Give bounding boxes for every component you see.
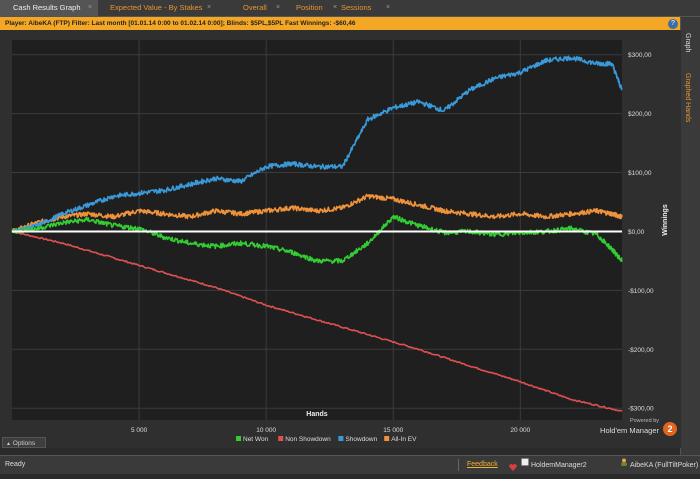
legend-label: Non Showdown <box>285 436 331 443</box>
y-tick-label: $300,00 <box>628 52 652 59</box>
options-button[interactable]: ▲ Options <box>2 437 46 448</box>
legend: Net Won Non Showdown Showdown All-In EV <box>236 436 417 443</box>
tab-label: Sessions <box>341 3 372 12</box>
legend-swatch <box>338 436 344 441</box>
legend-label: All-In EV <box>391 436 417 443</box>
x-tick-labels: 5 000 10 000 15 000 20 000 <box>131 427 531 434</box>
legend-label: Showdown <box>345 436 377 443</box>
status-bar: Ready Feedback HoldemManager2 AibeKA (Fu… <box>0 455 700 474</box>
x-tick-label: 10 000 <box>256 427 276 434</box>
legend-swatch <box>384 436 390 441</box>
product-name: Hold'em Manager <box>600 426 659 435</box>
player-name: AibeKA (FullTiltPoker) <box>630 461 699 469</box>
series-line <box>11 230 623 412</box>
heart-icon <box>509 461 517 471</box>
results-chart: $300,00 $200,00 $100,00 $0,00 -$100,00 -$200,… <box>0 30 681 448</box>
y-tick-label: -$300,00 <box>628 406 654 413</box>
legend-label: Net Won <box>243 436 269 443</box>
tab-close-icon[interactable]: × <box>333 4 338 11</box>
app-name: HoldemManager2 <box>531 461 587 469</box>
status-divider <box>458 459 459 471</box>
side-tab-graphed-hands[interactable]: Graphed Hands <box>684 73 691 123</box>
tab-close-icon[interactable]: × <box>207 4 212 11</box>
tab-sessions[interactable]: Sessions × <box>340 0 400 16</box>
tab-close-icon[interactable]: × <box>88 4 93 11</box>
legend-swatch <box>236 436 241 441</box>
hm2-app-icon <box>521 456 529 474</box>
tab-close-icon[interactable]: × <box>386 4 391 11</box>
y-tick-label: $200,00 <box>628 111 652 118</box>
y-tick-labels: $300,00 $200,00 $100,00 $0,00 -$100,00 -$200,… <box>628 52 654 412</box>
feedback-link[interactable]: Feedback <box>467 461 498 468</box>
expand-icon: ▲ <box>6 441 11 447</box>
tab-label: Expected Value - By Stakes <box>110 3 203 12</box>
y-tick-label: $0,00 <box>628 229 645 236</box>
y-tick-label: -$100,00 <box>628 288 654 295</box>
tab-bar: Cash Results Graph × Expected Value - By… <box>0 0 700 17</box>
app-status[interactable]: HoldemManager2 <box>521 456 587 475</box>
y-tick-label: $100,00 <box>628 170 652 177</box>
hm2-logo-icon: 2 <box>663 422 677 436</box>
filter-text: Player: AibeKA (FTP) Filter: Last month … <box>5 20 356 27</box>
x-tick-label: 15 000 <box>383 427 403 434</box>
y-tick-label: -$200,00 <box>628 347 654 354</box>
filter-bar: Player: AibeKA (FTP) Filter: Last month … <box>0 17 681 30</box>
options-label: Options <box>12 440 36 447</box>
y-axis-label: Winnings <box>662 204 669 236</box>
powered-by-text: Powered by <box>629 418 659 424</box>
tab-expected-value-by-stakes[interactable]: Expected Value - By Stakes × <box>98 0 238 16</box>
tab-close-icon[interactable]: × <box>276 4 281 11</box>
tab-position[interactable]: Position × <box>288 0 340 16</box>
tab-label: Position <box>296 3 323 12</box>
tab-overall[interactable]: Overall × <box>233 0 288 16</box>
player-status[interactable]: AibeKA (FullTiltPoker) <box>620 456 698 475</box>
series-line <box>11 193 623 233</box>
x-tick-label: 5 000 <box>131 427 148 434</box>
x-axis-label: Hands <box>306 411 328 418</box>
side-panel: Graph Graphed Hands <box>680 17 700 455</box>
side-tab-graph[interactable]: Graph <box>684 33 691 53</box>
tab-cash-results-graph[interactable]: Cash Results Graph × <box>0 0 98 16</box>
hm2-branding: Powered by Hold'em Manager 2 <box>597 418 681 448</box>
legend-swatch <box>278 436 284 441</box>
help-icon[interactable]: ? <box>668 19 678 29</box>
series-line <box>11 55 623 233</box>
x-tick-label: 20 000 <box>510 427 530 434</box>
tab-label: Overall <box>243 3 267 12</box>
player-icon <box>620 456 628 474</box>
tab-label: Cash Results Graph <box>13 3 81 12</box>
status-ready: Ready <box>5 461 26 468</box>
